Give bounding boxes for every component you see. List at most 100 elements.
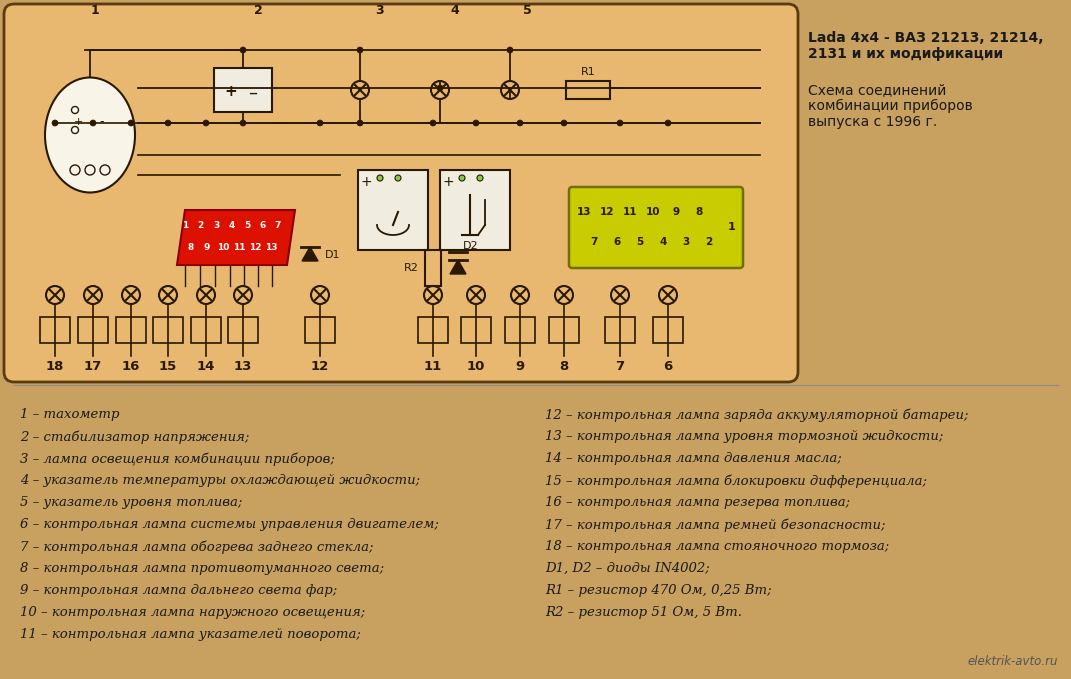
Text: 2131 и их модификации: 2131 и их модификации xyxy=(808,47,1004,61)
Text: 8: 8 xyxy=(187,244,194,253)
Text: R1 – резистор 470 Ом, 0,25 Вт;: R1 – резистор 470 Ом, 0,25 Вт; xyxy=(545,584,771,597)
Text: 3: 3 xyxy=(682,237,690,247)
Text: 9: 9 xyxy=(203,244,210,253)
Text: 1 – тахометр: 1 – тахометр xyxy=(20,408,120,421)
Text: 13 – контрольная лампа уровня тормозной жидкости;: 13 – контрольная лампа уровня тормозной … xyxy=(545,430,944,443)
FancyBboxPatch shape xyxy=(569,187,743,268)
FancyBboxPatch shape xyxy=(4,4,798,382)
Text: 8: 8 xyxy=(559,359,569,373)
Bar xyxy=(549,317,579,343)
Bar xyxy=(425,250,441,286)
Circle shape xyxy=(665,120,672,126)
Text: выпуска с 1996 г.: выпуска с 1996 г. xyxy=(808,115,937,129)
Bar xyxy=(191,317,221,343)
Polygon shape xyxy=(177,210,295,265)
Text: 11 – контрольная лампа указателей поворота;: 11 – контрольная лампа указателей поворо… xyxy=(20,628,361,641)
Text: 2: 2 xyxy=(706,237,712,247)
Bar xyxy=(40,317,70,343)
Text: 11: 11 xyxy=(622,207,637,217)
Text: +: + xyxy=(442,175,454,189)
Circle shape xyxy=(240,120,246,126)
Circle shape xyxy=(517,120,523,126)
Text: 10: 10 xyxy=(646,207,660,217)
Text: Схема соединений: Схема соединений xyxy=(808,83,947,97)
Text: 7: 7 xyxy=(616,359,624,373)
Circle shape xyxy=(357,120,363,126)
Bar xyxy=(418,317,448,343)
Text: 11: 11 xyxy=(232,244,245,253)
Bar xyxy=(305,317,335,343)
Text: 15: 15 xyxy=(159,359,177,373)
Circle shape xyxy=(429,120,436,126)
Circle shape xyxy=(52,120,58,126)
Text: 4: 4 xyxy=(660,237,666,247)
Text: D1, D2 – диоды IN4002;: D1, D2 – диоды IN4002; xyxy=(545,562,710,575)
Text: 6 – контрольная лампа системы управления двигателем;: 6 – контрольная лампа системы управления… xyxy=(20,518,439,531)
Bar xyxy=(440,170,510,250)
Bar xyxy=(605,317,635,343)
Bar xyxy=(506,317,536,343)
Text: 12: 12 xyxy=(311,359,329,373)
Text: 8 – контрольная лампа противотуманного света;: 8 – контрольная лампа противотуманного с… xyxy=(20,562,384,575)
Text: Lada 4x4 - ВАЗ 21213, 21214,: Lada 4x4 - ВАЗ 21213, 21214, xyxy=(808,31,1043,45)
Circle shape xyxy=(129,120,134,126)
Text: 6: 6 xyxy=(614,237,620,247)
Circle shape xyxy=(357,47,363,53)
Circle shape xyxy=(72,126,78,134)
Text: 15 – контрольная лампа блокировки дифференциала;: 15 – контрольная лампа блокировки диффер… xyxy=(545,474,927,488)
Text: 9: 9 xyxy=(515,359,525,373)
Text: 8: 8 xyxy=(695,207,703,217)
Text: 17 – контрольная лампа ремней безопасности;: 17 – контрольная лампа ремней безопаснос… xyxy=(545,518,886,532)
Text: 14: 14 xyxy=(197,359,215,373)
Text: 18 – контрольная лампа стояночного тормоза;: 18 – контрольная лампа стояночного тормо… xyxy=(545,540,889,553)
Text: 1: 1 xyxy=(182,221,188,230)
Text: 13: 13 xyxy=(265,244,277,253)
Circle shape xyxy=(377,175,383,181)
Circle shape xyxy=(90,120,96,126)
Text: 6: 6 xyxy=(259,221,266,230)
Circle shape xyxy=(72,107,78,113)
Circle shape xyxy=(477,175,483,181)
Circle shape xyxy=(165,120,171,126)
Bar xyxy=(653,317,683,343)
Text: D1: D1 xyxy=(325,250,341,260)
Text: 4: 4 xyxy=(451,3,459,16)
Text: 9 – контрольная лампа дальнего света фар;: 9 – контрольная лампа дальнего света фар… xyxy=(20,584,337,597)
Text: 16 – контрольная лампа резерва топлива;: 16 – контрольная лампа резерва топлива; xyxy=(545,496,850,509)
Bar xyxy=(116,317,146,343)
Circle shape xyxy=(617,120,623,126)
Text: 9: 9 xyxy=(673,207,680,217)
Text: 7: 7 xyxy=(275,221,282,230)
Circle shape xyxy=(240,47,246,53)
Text: +: + xyxy=(360,175,372,189)
Bar xyxy=(78,317,108,343)
Circle shape xyxy=(459,175,465,181)
Text: +: + xyxy=(225,84,238,100)
Text: 5: 5 xyxy=(523,3,531,16)
Text: 5: 5 xyxy=(244,221,251,230)
Text: 17: 17 xyxy=(84,359,102,373)
Circle shape xyxy=(203,120,209,126)
Text: 5 – указатель уровня топлива;: 5 – указатель уровня топлива; xyxy=(20,496,242,509)
Text: 3: 3 xyxy=(376,3,384,16)
Text: 1: 1 xyxy=(728,222,736,232)
Text: 7 – контрольная лампа обогрева заднего стекла;: 7 – контрольная лампа обогрева заднего с… xyxy=(20,540,374,553)
Text: D2: D2 xyxy=(463,241,479,251)
Text: R2 – резистор 51 Ом, 5 Вт.: R2 – резистор 51 Ом, 5 Вт. xyxy=(545,606,742,619)
Text: 16: 16 xyxy=(122,359,140,373)
Text: 7: 7 xyxy=(590,237,598,247)
Text: 11: 11 xyxy=(424,359,442,373)
Text: -: - xyxy=(100,115,104,128)
Bar xyxy=(565,81,610,99)
Circle shape xyxy=(507,47,513,53)
Text: 2: 2 xyxy=(197,221,203,230)
Bar xyxy=(358,170,428,250)
Text: –: – xyxy=(248,84,257,102)
Text: 18: 18 xyxy=(46,359,64,373)
Bar xyxy=(228,317,258,343)
Circle shape xyxy=(473,120,479,126)
Text: R2: R2 xyxy=(404,263,419,273)
Text: 3 – лампа освещения комбинации приборов;: 3 – лампа освещения комбинации приборов; xyxy=(20,452,335,466)
Text: 10 – контрольная лампа наружного освещения;: 10 – контрольная лампа наружного освещен… xyxy=(20,606,365,619)
Text: +: + xyxy=(73,117,82,127)
